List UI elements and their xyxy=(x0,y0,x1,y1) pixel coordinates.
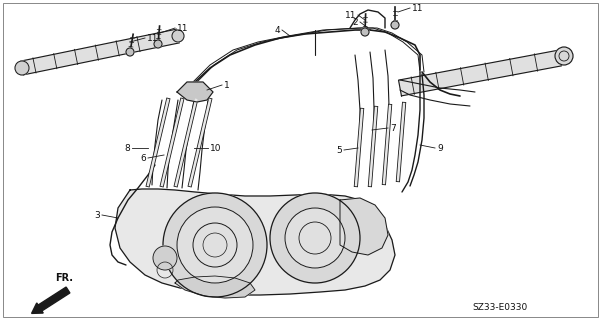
Polygon shape xyxy=(115,189,395,295)
Text: 5: 5 xyxy=(336,146,342,155)
Circle shape xyxy=(153,246,177,270)
Circle shape xyxy=(177,207,253,283)
FancyArrow shape xyxy=(32,287,70,313)
Circle shape xyxy=(154,40,162,48)
Text: 9: 9 xyxy=(437,143,443,153)
Circle shape xyxy=(361,28,369,36)
Text: 1: 1 xyxy=(224,81,230,90)
Circle shape xyxy=(126,48,134,56)
Text: 3: 3 xyxy=(94,211,100,220)
Text: SZ33-E0330: SZ33-E0330 xyxy=(472,303,528,313)
Circle shape xyxy=(15,61,29,75)
Circle shape xyxy=(555,47,573,65)
Text: 10: 10 xyxy=(210,143,222,153)
Text: 4: 4 xyxy=(275,26,280,35)
Text: 11: 11 xyxy=(177,23,189,33)
Circle shape xyxy=(172,30,184,42)
Polygon shape xyxy=(175,276,255,298)
Polygon shape xyxy=(398,50,561,96)
Text: FR.: FR. xyxy=(55,273,73,283)
Polygon shape xyxy=(177,82,213,102)
Circle shape xyxy=(391,21,399,29)
Polygon shape xyxy=(20,29,180,75)
Text: 7: 7 xyxy=(390,124,395,132)
Text: 11: 11 xyxy=(344,11,356,20)
Circle shape xyxy=(163,193,267,297)
Polygon shape xyxy=(340,198,388,255)
Text: 11: 11 xyxy=(147,34,159,43)
Text: 8: 8 xyxy=(124,143,130,153)
Text: 2: 2 xyxy=(352,18,358,27)
Text: 11: 11 xyxy=(412,4,424,12)
Circle shape xyxy=(270,193,360,283)
Circle shape xyxy=(285,208,345,268)
Text: 6: 6 xyxy=(140,154,146,163)
